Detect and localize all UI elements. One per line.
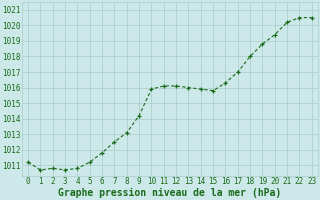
X-axis label: Graphe pression niveau de la mer (hPa): Graphe pression niveau de la mer (hPa)	[58, 188, 282, 198]
